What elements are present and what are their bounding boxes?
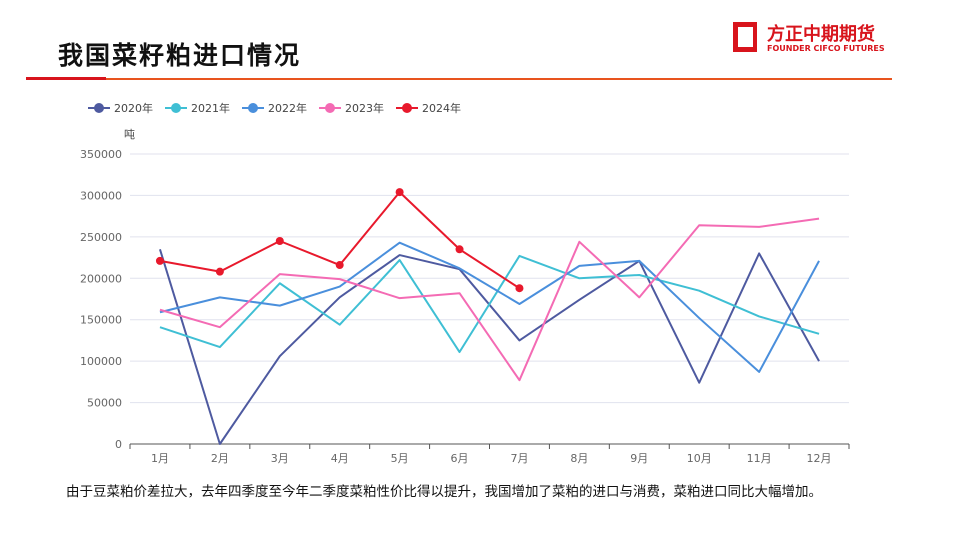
line-chart: 0 50000 100000 150000 200000 250000 300000 3500… xyxy=(80,148,850,465)
y-tick-label: 200000 xyxy=(80,272,122,285)
y-tick-label: 350000 xyxy=(80,148,122,161)
x-tick-label: 12月 xyxy=(807,452,832,465)
x-tick-label: 10月 xyxy=(687,452,712,465)
legend-item[interactable]: 2022年 xyxy=(242,100,307,116)
series-line-2021 xyxy=(159,254,820,354)
x-tick-label: 6月 xyxy=(451,452,469,465)
logo-text-cn: 方正中期期货 xyxy=(767,24,875,45)
legend-marker-icon xyxy=(88,103,110,113)
y-tick-label: 0 xyxy=(115,438,122,451)
x-tick-label: 9月 xyxy=(630,452,648,465)
legend-item[interactable]: 2023年 xyxy=(319,100,384,116)
x-tick-label: 5月 xyxy=(391,452,409,465)
title-divider xyxy=(106,78,892,80)
x-tick-label: 1月 xyxy=(151,452,169,465)
legend-item[interactable]: 2021年 xyxy=(165,100,230,116)
title-divider-accent xyxy=(26,77,106,80)
data-point xyxy=(275,237,284,245)
data-point xyxy=(455,245,464,254)
company-logo: 方正中期期货 FOUNDER CIFCO FUTURES xyxy=(733,22,893,58)
x-tick-label: 2月 xyxy=(211,452,229,465)
data-point xyxy=(215,267,224,276)
y-tick-label: 300000 xyxy=(80,189,122,202)
legend-label: 2022年 xyxy=(268,102,307,115)
legend-label: 2020年 xyxy=(114,102,153,115)
legend-item[interactable]: 2020年 xyxy=(88,100,153,116)
data-point xyxy=(155,256,164,265)
series-line-2022 xyxy=(159,241,820,373)
x-tick-label: 11月 xyxy=(747,452,772,465)
y-tick-label: 250000 xyxy=(80,231,122,244)
legend-label: 2024年 xyxy=(422,102,461,115)
x-tick-label: 4月 xyxy=(331,452,349,465)
legend-marker-icon xyxy=(396,103,418,113)
y-tick-label: 150000 xyxy=(80,314,122,327)
y-tick-label: 50000 xyxy=(87,397,122,410)
series-line-2024 xyxy=(159,191,521,290)
y-axis-unit: 吨 xyxy=(124,128,135,141)
caption-text: 由于豆菜粕价差拉大，去年四季度至今年二季度菜粕性价比得以提升，我国增加了菜粕的进… xyxy=(66,484,822,500)
legend-item[interactable]: 2024年 xyxy=(396,100,461,116)
legend-label: 2021年 xyxy=(191,102,230,115)
data-point xyxy=(395,188,404,197)
x-tick-label: 3月 xyxy=(271,452,289,465)
series-line-2023 xyxy=(159,217,820,382)
data-point xyxy=(335,261,344,270)
y-tick-label: 100000 xyxy=(80,355,122,368)
page-title: 我国菜籽粕进口情况 xyxy=(58,41,302,70)
x-tick-label: 7月 xyxy=(510,452,528,465)
legend-marker-icon xyxy=(242,103,264,113)
legend-label: 2023年 xyxy=(345,102,384,115)
legend-marker-icon xyxy=(165,103,187,113)
chart-legend: 2020年 2021年 2022年 2023年 2024年 xyxy=(88,100,461,116)
legend-marker-icon xyxy=(319,103,341,113)
logo-text-en: FOUNDER CIFCO FUTURES xyxy=(767,44,885,53)
x-tick-label: 8月 xyxy=(570,452,588,465)
logo-mark-icon xyxy=(733,22,757,52)
data-point xyxy=(515,284,524,293)
